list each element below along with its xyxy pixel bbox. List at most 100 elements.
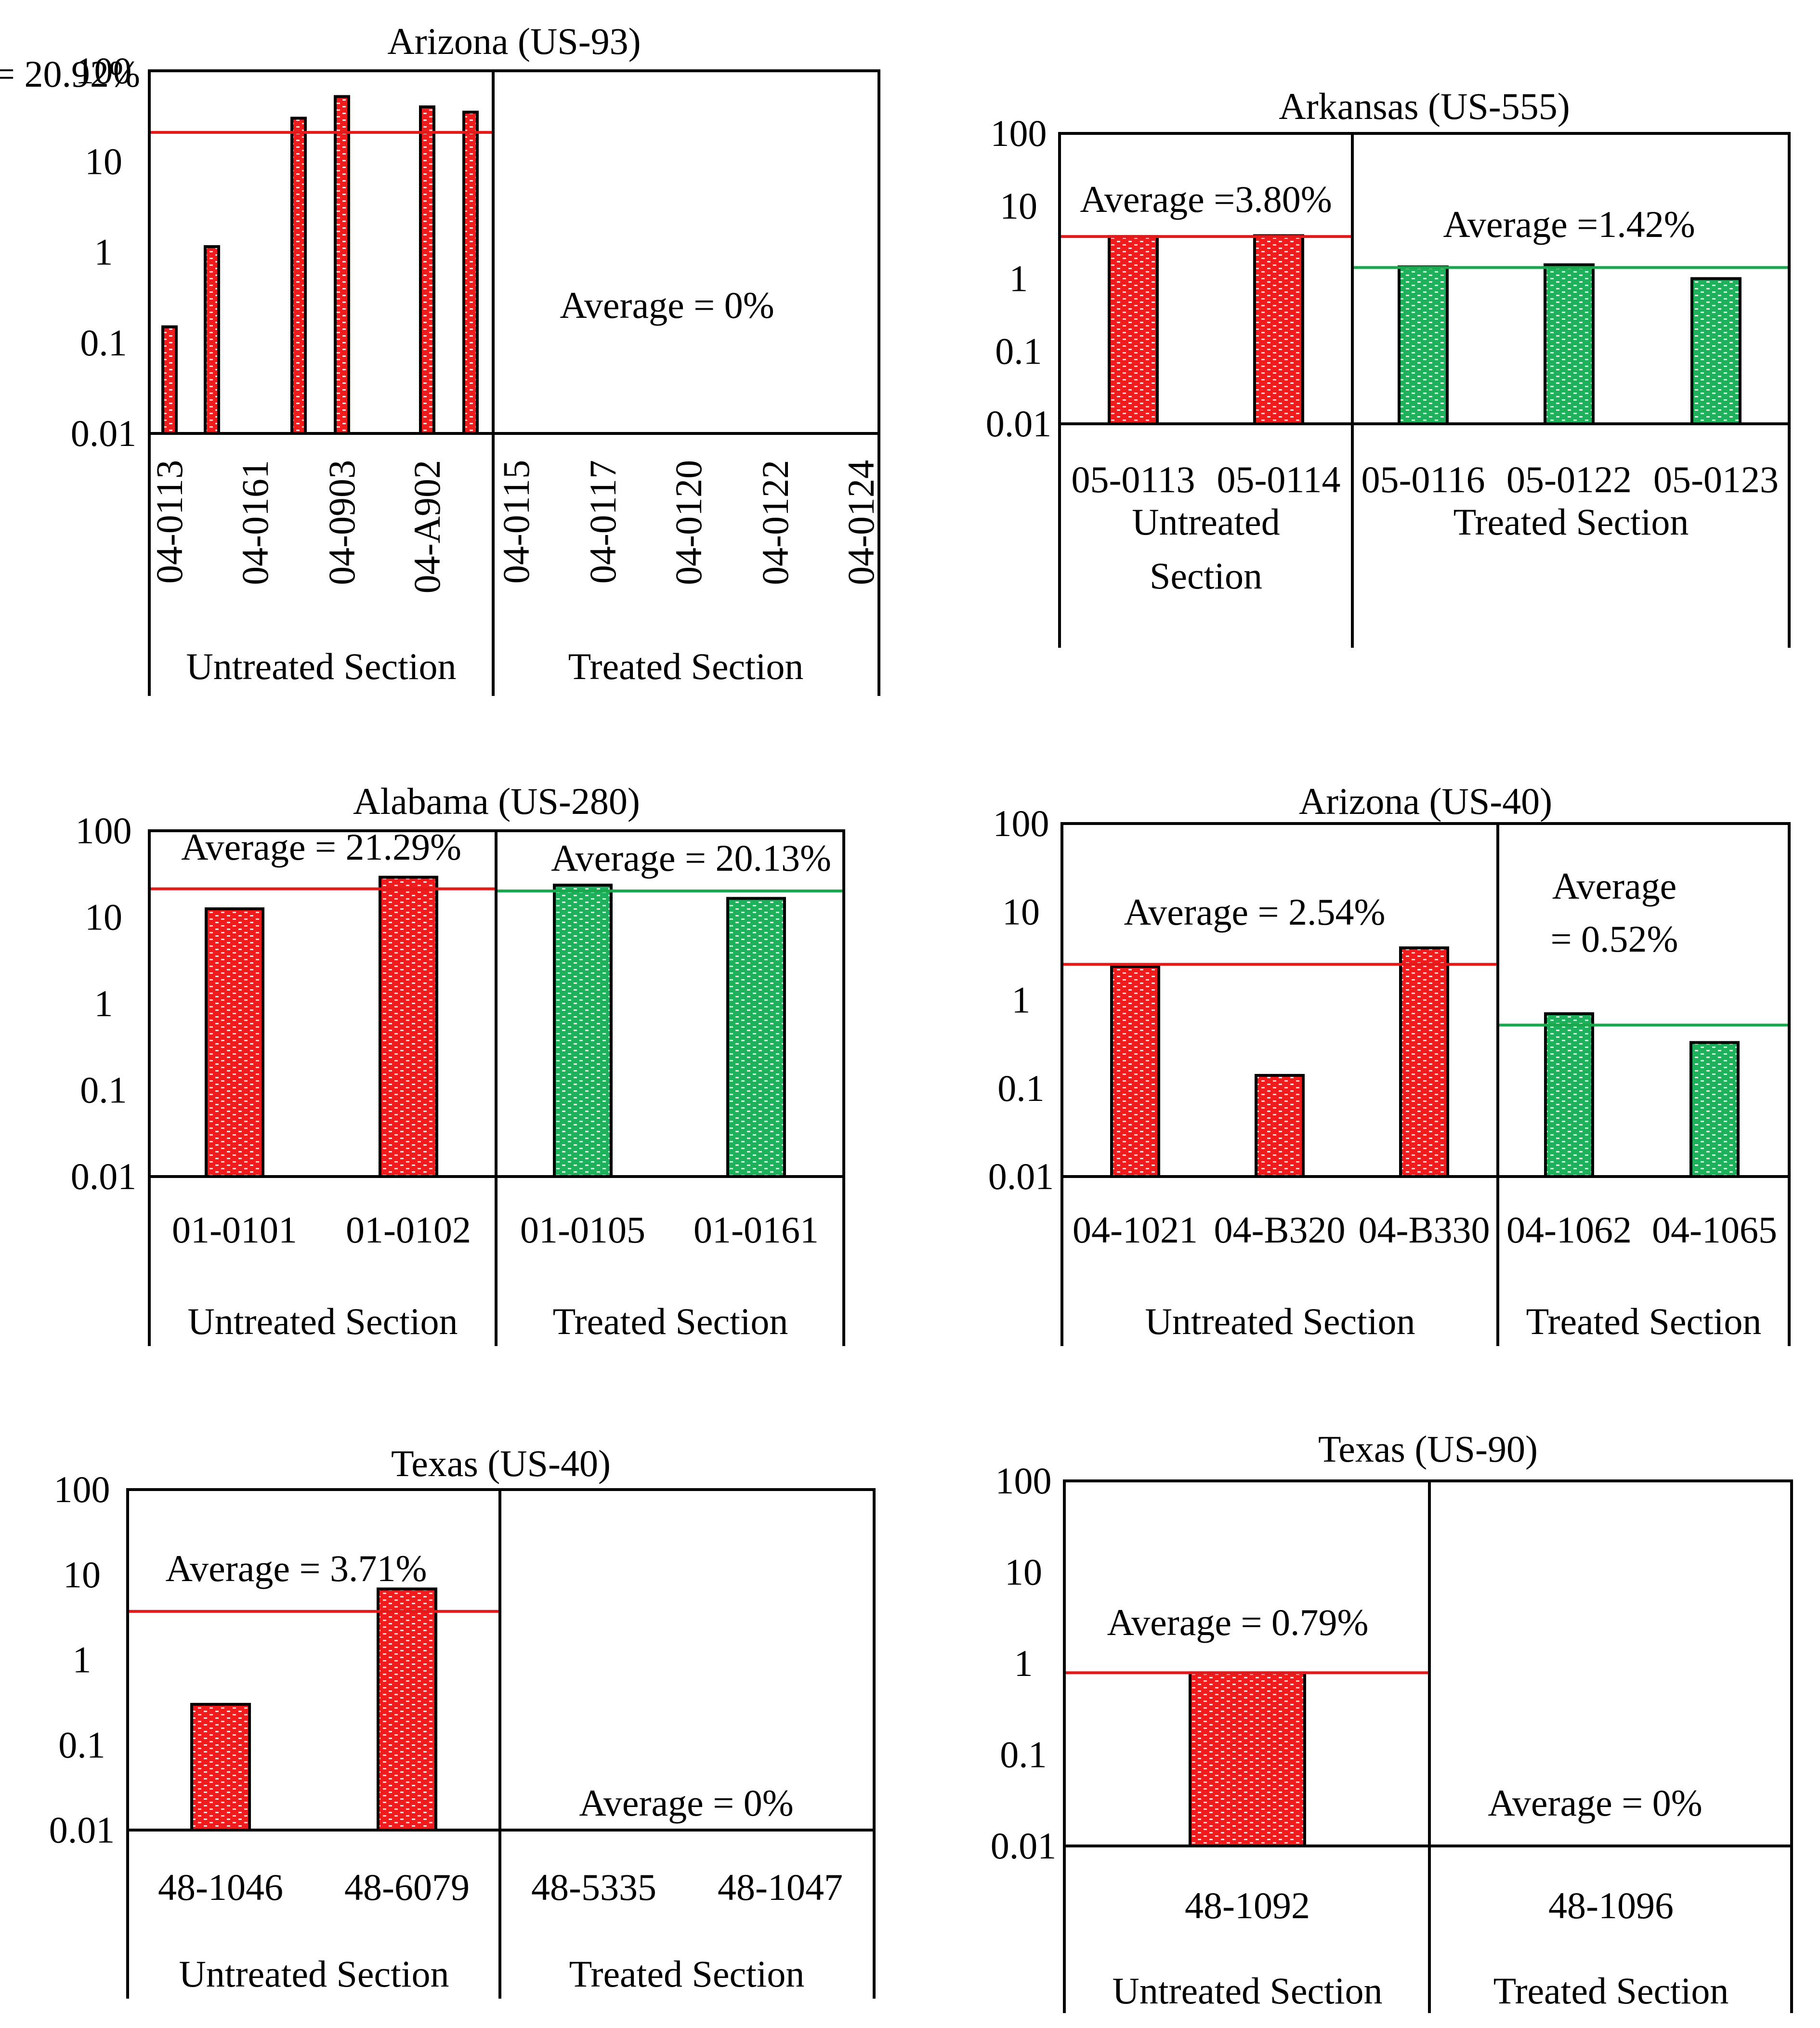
average-label: Average = 3.71% (166, 1547, 427, 1589)
average-label: Average = 20.92% (0, 53, 140, 95)
bar-48-1046 (190, 1702, 251, 1832)
group-label-line: Section (1150, 555, 1262, 597)
y-tick-label: 10 (1000, 185, 1037, 227)
average-label: Average =3.80% (1080, 178, 1332, 220)
x-tick-label: 01-0161 (694, 1209, 819, 1251)
chart-alabama-us280: Alabama (US-280) 0.01 0.1 1 10 100 Average = 2… (71, 780, 845, 1346)
y-tick-label: 10 (1005, 1551, 1042, 1593)
plot-frame (1058, 132, 1791, 425)
y-tick-label: 0.1 (80, 1069, 127, 1111)
bar-04-0113 (161, 325, 178, 435)
group-label: Untreated Section (1145, 1300, 1415, 1342)
chart-title: Texas (US-40) (391, 1442, 611, 1484)
bar-04-A903 (462, 110, 479, 435)
y-tick-label: 10 (85, 896, 122, 938)
group-label: Treated Section (569, 1953, 805, 1995)
chart-title: Arkansas (US-555) (1279, 85, 1570, 127)
y-tick-label: 100 (993, 802, 1049, 844)
bar-01-0101 (205, 907, 264, 1178)
y-tick-label: 0.01 (991, 1825, 1057, 1867)
x-tick-label: 05-0116 (1361, 458, 1485, 500)
group-label: Treated Section (1493, 1970, 1729, 2012)
x-tick-label: 01-0102 (346, 1209, 471, 1251)
bar-01-0102 (379, 876, 438, 1178)
x-tick-label: 04-0122 (754, 460, 796, 585)
bar-01-0105 (553, 883, 613, 1178)
chart-title: Alabama (US-280) (353, 780, 640, 822)
bar-04-1065 (1689, 1041, 1740, 1178)
x-tick-label: 04-0120 (668, 460, 709, 585)
x-tick-label: 04-0903 (321, 460, 363, 585)
average-label: Average = 0% (579, 1782, 793, 1824)
group-label: Treated Section (568, 645, 804, 687)
y-tick-label: 0.1 (58, 1724, 105, 1766)
chart-arkansas-us555: Arkansas (US-555) 0.01 0.1 1 10 100 Average =3… (986, 85, 1791, 648)
average-label: Average = 0% (560, 284, 774, 326)
x-tick-label: 04-0117 (582, 460, 624, 584)
average-label: Average = 0.52% (1551, 865, 1678, 960)
y-tick-label: 0.01 (71, 1155, 137, 1197)
x-tick-label: 48-5335 (531, 1866, 656, 1908)
y-tick-label: 100 (991, 112, 1047, 154)
group-label: Treated Section (553, 1300, 788, 1342)
y-tick-label: 100 (76, 810, 132, 851)
chart-texas-us90: Texas (US-90) 0.01 0.1 1 10 100 Average = 0.79… (991, 1428, 1793, 2013)
y-tick-label: 100 (995, 1460, 1052, 1502)
average-label: Average = 0.79% (1107, 1601, 1369, 1643)
chart-arizona-us40: Arizona (US-40) 0.01 0.1 1 10 100 Average = 2.… (988, 780, 1791, 1346)
bar-04-0114 (204, 245, 220, 435)
x-tick-label: 04-B320 (1214, 1209, 1346, 1251)
average-label-line: = 0.52% (1551, 918, 1678, 960)
bar-04-A902 (419, 105, 435, 435)
plot-frame (148, 69, 880, 435)
group-label: Untreated Section (1113, 1970, 1383, 2012)
y-tick-label: 0.01 (71, 412, 137, 454)
average-label: Average = 2.54% (1124, 891, 1386, 933)
y-tick-label: 0.01 (988, 1155, 1054, 1197)
x-tick-label: 05-0122 (1506, 458, 1632, 500)
x-tick-label: 04-0115 (495, 460, 537, 584)
bar-05-0114 (1253, 234, 1304, 425)
y-tick-label: 1 (1012, 979, 1031, 1021)
chart-texas-us40: Texas (US-40) 0.01 0.1 1 10 100 Average = 3.71… (49, 1442, 876, 1999)
y-tick-label: 0.1 (997, 1067, 1045, 1109)
average-label-line: Average (1552, 865, 1676, 907)
x-tick-label: 48-6079 (344, 1866, 470, 1908)
y-tick-label: 1 (94, 982, 113, 1024)
average-label: Average = 20.13% (551, 837, 831, 879)
y-tick-label: 0.1 (80, 322, 127, 364)
group-label: Untreated Section (188, 1300, 458, 1342)
x-tick-label: 04-1065 (1652, 1209, 1777, 1251)
group-label: Treated Section (1453, 501, 1689, 543)
bar-05-0122 (1544, 263, 1595, 425)
bar-04-0162 (290, 117, 307, 435)
y-tick-label: 10 (63, 1554, 101, 1596)
chart-title: Arizona (US-93) (387, 20, 641, 62)
charts-root: Arizona (US-93) 0.01 0.1 1 10 100 Average = 20… (0, 20, 1793, 2013)
chart-title: Texas (US-90) (1318, 1428, 1538, 1470)
x-tick-label: 01-0101 (172, 1209, 297, 1251)
bar-01-0161 (726, 897, 786, 1178)
group-label: Untreated Section (1132, 501, 1280, 597)
y-tick-label: 1 (94, 231, 113, 273)
y-tick-label: 0.01 (986, 403, 1052, 445)
x-tick-label: 05-0123 (1653, 458, 1779, 500)
average-label: Average =1.42% (1443, 203, 1695, 245)
chart-title: Arizona (US-40) (1299, 780, 1552, 822)
y-tick-label: 1 (1009, 258, 1028, 300)
x-tick-label: 04-B330 (1359, 1209, 1490, 1251)
x-tick-label: 05-0113 (1071, 458, 1195, 500)
bar-05-0116 (1398, 265, 1449, 425)
x-tick-label: 04-1062 (1506, 1209, 1632, 1251)
x-tick-label: 04-0124 (840, 460, 882, 585)
x-tick-label: 04-A902 (406, 460, 448, 593)
y-tick-label: 1 (73, 1639, 92, 1681)
x-tick-label: 04-0113 (148, 460, 190, 584)
average-label: Average = 21.29% (181, 826, 461, 868)
average-label: Average = 0% (1488, 1782, 1702, 1824)
y-tick-label: 1 (1014, 1642, 1033, 1684)
x-tick-label: 05-0114 (1217, 458, 1340, 500)
bar-04-1062 (1544, 1012, 1594, 1178)
